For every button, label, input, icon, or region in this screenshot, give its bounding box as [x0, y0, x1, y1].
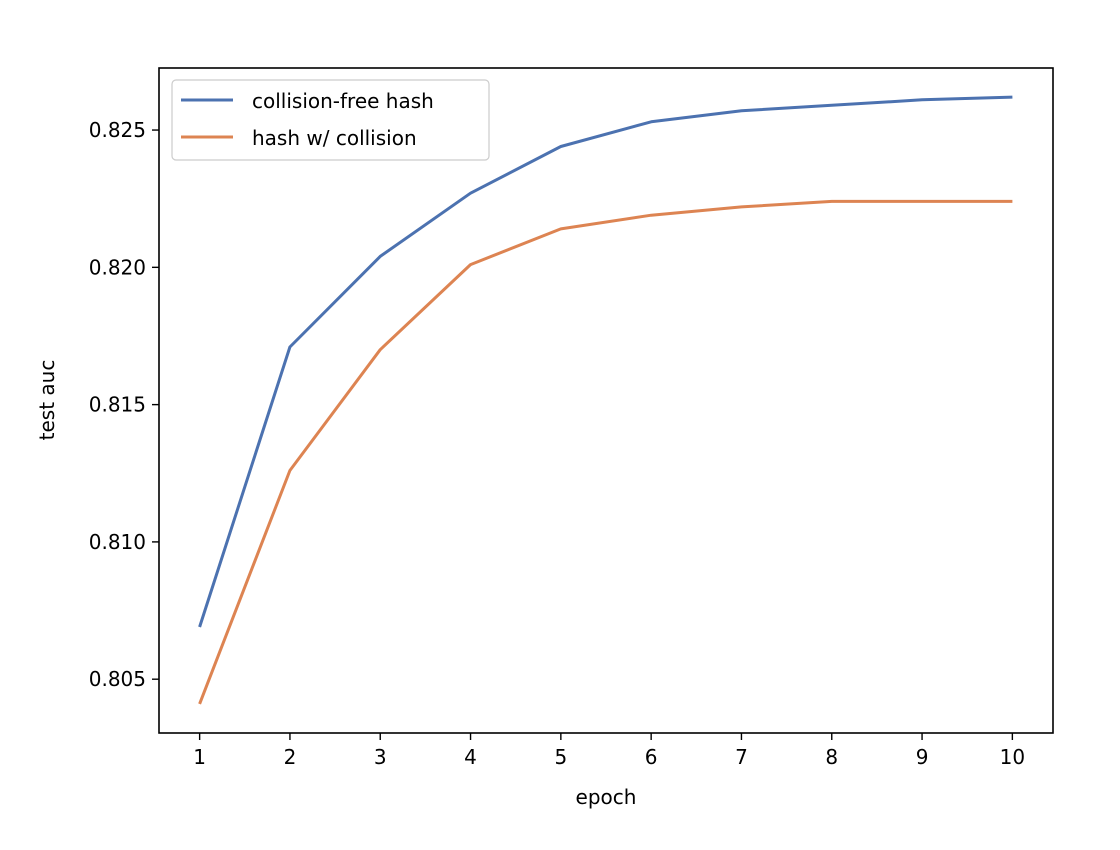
x-tick-label: 6: [645, 745, 658, 769]
x-tick-label: 5: [554, 745, 567, 769]
legend-label-collision-free: collision-free hash: [252, 89, 434, 113]
x-axis-ticks: 1 2 3 4 5 6 7 8 9 10: [193, 733, 1025, 769]
y-tick-label: 0.805: [89, 667, 146, 691]
x-tick-label: 1: [193, 745, 206, 769]
y-tick-label: 0.825: [89, 118, 146, 142]
series-line-0: [198, 95, 1013, 628]
x-tick-label: 9: [916, 745, 929, 769]
legend-label-collision: hash w/ collision: [252, 126, 417, 150]
x-tick-label: 3: [374, 745, 387, 769]
x-tick-label: 7: [735, 745, 748, 769]
plot-lines: [198, 95, 1013, 705]
y-axis-label: test auc: [35, 360, 59, 441]
x-tick-label: 2: [284, 745, 297, 769]
y-axis-ticks: 0.805 0.810 0.815 0.820 0.825: [89, 118, 159, 691]
series-line-1: [198, 199, 1013, 705]
legend-box: [171, 79, 490, 161]
legend: collision-free hash hash w/ collision: [171, 79, 490, 161]
y-tick-label: 0.820: [89, 255, 146, 279]
x-tick-label: 4: [464, 745, 477, 769]
y-tick-label: 0.810: [89, 530, 146, 554]
x-tick-label: 8: [825, 745, 838, 769]
x-axis-label: epoch: [576, 785, 637, 809]
axes-frame: [158, 67, 1054, 734]
y-tick-label: 0.815: [89, 393, 146, 417]
x-tick-label: 10: [1000, 745, 1025, 769]
